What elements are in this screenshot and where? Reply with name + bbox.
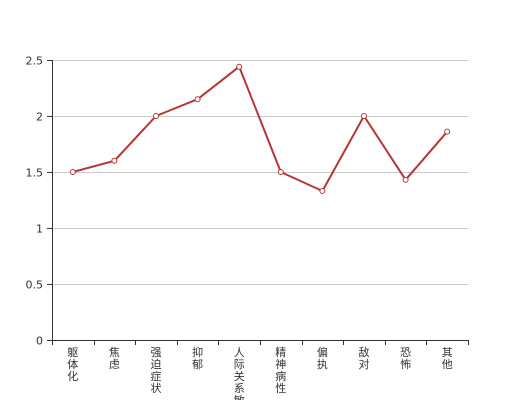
y-tick-label: 0: [36, 335, 43, 348]
series-layer: [69, 63, 451, 195]
y-tick-label: 2: [36, 111, 43, 124]
y-tick-label: 0.5: [26, 279, 44, 292]
x-tick-label: 敌对: [359, 345, 370, 371]
y-tick-label: 1.5: [26, 167, 44, 180]
x-tick-label: 人际关系敏感: [234, 346, 245, 400]
y-tick-label: 1: [36, 223, 43, 236]
x-tick-label: 其他: [442, 346, 453, 371]
data-point[interactable]: [236, 63, 243, 70]
x-tick-label: 焦虑: [109, 346, 120, 371]
data-point[interactable]: [111, 157, 118, 164]
label-layer: 0 0.5 1 1.5 2 2.5 躯体化 焦虑 强迫症状 抑郁 人际关系敏感 精神病性 偏执 敌对 恐怖 其…: [26, 55, 453, 400]
data-point[interactable]: [153, 113, 159, 119]
x-tick-label: 恐怖: [400, 346, 411, 371]
x-tick-label: 躯体化: [67, 346, 78, 383]
x-tick-label: 强迫症状: [151, 346, 162, 395]
data-point[interactable]: [69, 169, 76, 175]
data-point[interactable]: [319, 188, 326, 195]
x-tick-label: 精神病性: [275, 346, 286, 395]
series-line: [72, 65, 448, 192]
data-point[interactable]: [194, 96, 201, 103]
data-point[interactable]: [277, 169, 284, 175]
x-tick-label: 抑郁: [192, 345, 203, 371]
y-tick-label: 2.5: [26, 55, 44, 68]
data-point[interactable]: [402, 176, 409, 183]
axis-layer: [47, 60, 469, 345]
x-tick-label: 偏执: [317, 345, 328, 371]
grid-layer: [52, 60, 468, 285]
data-point[interactable]: [361, 113, 367, 119]
data-point[interactable]: [444, 128, 451, 135]
